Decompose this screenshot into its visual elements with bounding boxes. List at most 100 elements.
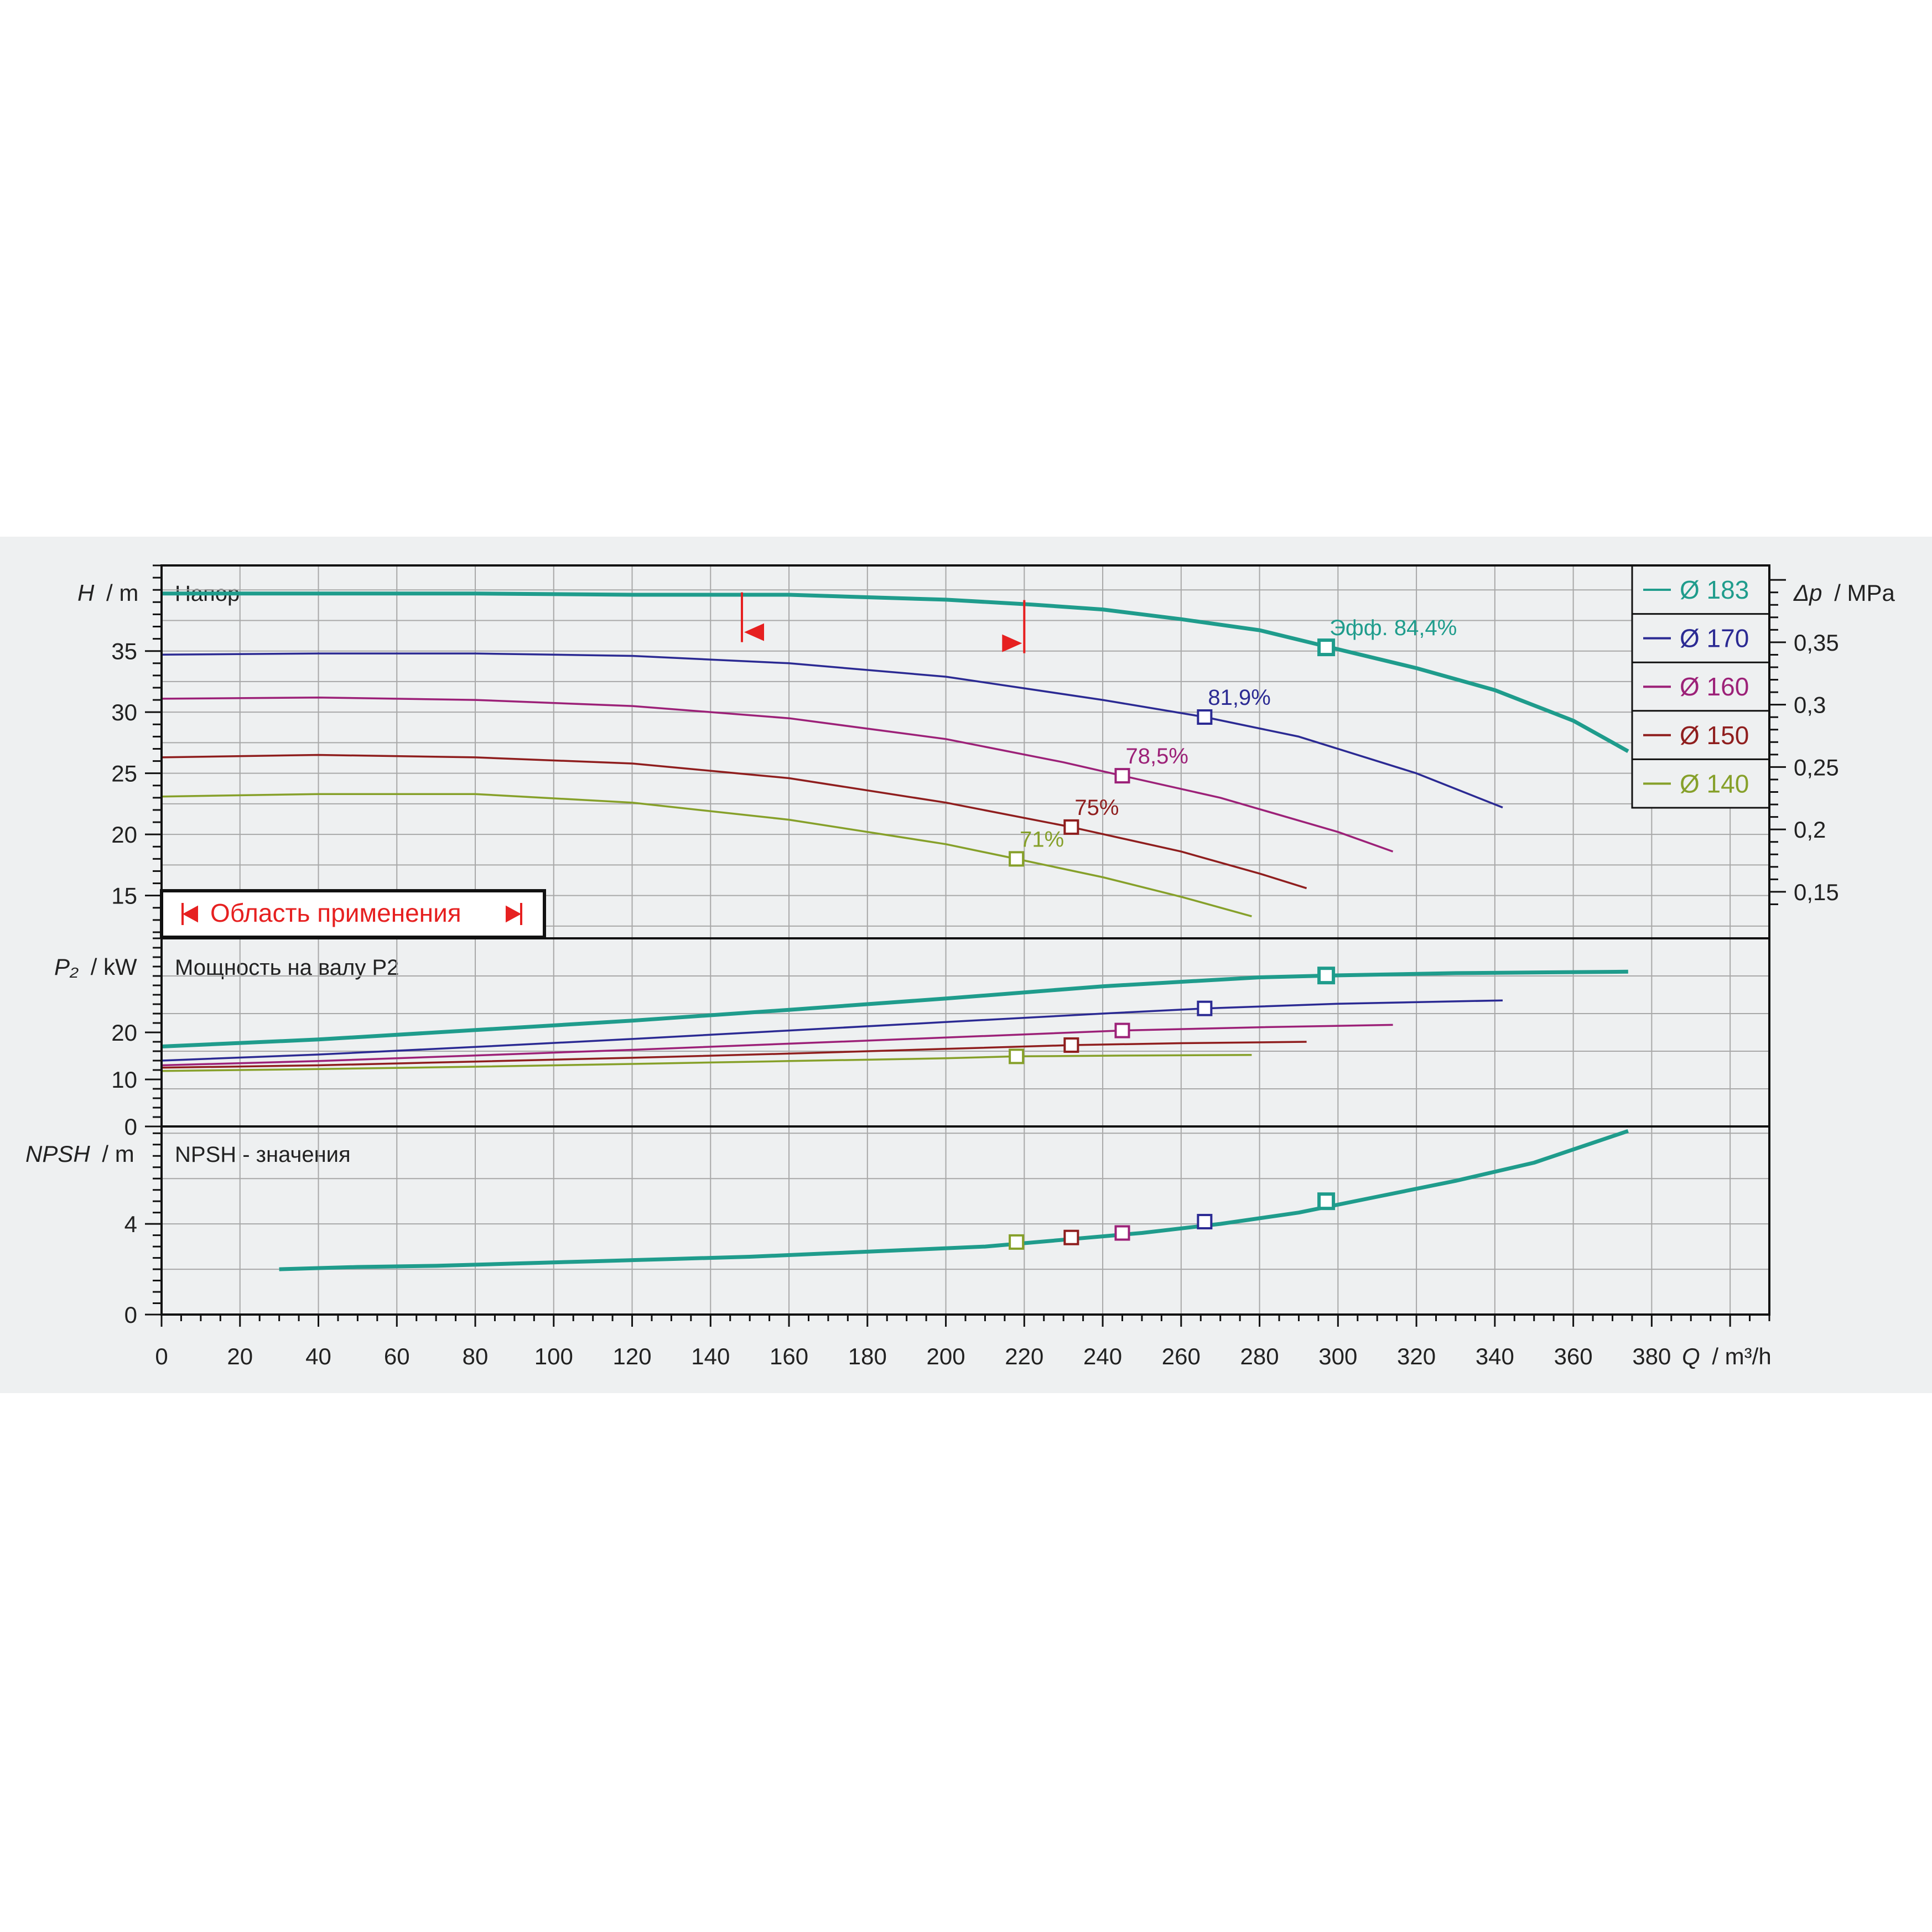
power-curve-d183 [161, 969, 1628, 1048]
marker-layer: Эфф. 84,4% 81,9% 78,5% 75% 71% [1009, 616, 1457, 1250]
flow-axis-label: Q / m³/h [1682, 1343, 1772, 1369]
head-axis-unit: / m [106, 580, 138, 606]
x-tick-label: 140 [691, 1343, 730, 1369]
power-marker-d140 [1009, 1048, 1025, 1064]
head-efficiency-label-d150: 75% [1074, 796, 1119, 820]
head-y-tick-label: 25 [111, 761, 137, 787]
x-tick-label: 20 [227, 1343, 253, 1369]
x-tick-label: 160 [770, 1343, 808, 1369]
application-range-label: Область применения [210, 899, 461, 927]
legend-label-d170: Ø 170 [1680, 624, 1749, 653]
npsh-marker-d150 [1063, 1229, 1079, 1245]
npsh-marker-d160 [1114, 1225, 1130, 1241]
legend-label-d140: Ø 140 [1680, 769, 1749, 798]
head-marker-d170 [1197, 709, 1213, 725]
operating-range-right-arrow-icon [1002, 634, 1022, 652]
npsh-y-tick-label: 0 [124, 1302, 137, 1328]
legend-label-d160: Ø 160 [1680, 672, 1749, 701]
pressure-tick-label: 0,25 [1794, 754, 1839, 780]
head-marker-d183 [1317, 638, 1336, 657]
head-efficiency-label-d170: 81,9% [1208, 685, 1270, 710]
grid-layer [161, 565, 1769, 1315]
x-tick-label: 380 [1632, 1343, 1671, 1369]
power-curve-d170 [161, 999, 1503, 1062]
head-efficiency-label-d160: 78,5% [1126, 744, 1188, 768]
x-tick-label: 100 [534, 1343, 573, 1369]
legend-label-d150: Ø 150 [1680, 721, 1749, 750]
power-axis-label: P₂ / kW [54, 954, 137, 980]
head-marker-d150 [1063, 819, 1079, 835]
power-axis-unit: / kW [91, 954, 137, 980]
npsh-marker-d140 [1009, 1234, 1025, 1250]
x-tick-label: 280 [1240, 1343, 1279, 1369]
head-curve-d140 [161, 793, 1252, 917]
npsh-marker-d183 [1317, 1192, 1336, 1211]
power-marker-d150 [1063, 1037, 1079, 1053]
pressure-axis-unit: / MPa [1834, 580, 1895, 606]
power-curve-d140 [161, 1054, 1252, 1072]
x-tick-label: 340 [1476, 1343, 1514, 1369]
x-tick-label: 200 [927, 1343, 965, 1369]
power-curve-d150 [161, 1041, 1307, 1069]
npsh-axis-symbol: NPSH [25, 1141, 90, 1167]
head-axis-symbol: H [77, 580, 95, 606]
npsh-axis-label: NPSH / m [25, 1141, 134, 1167]
x-tick-label: 220 [1005, 1343, 1043, 1369]
head-curve-d183 [162, 591, 1629, 753]
legend: Ø 183 Ø 170 Ø 160 Ø 150 Ø 140 [1631, 564, 1770, 809]
head-curve-d150 [161, 754, 1307, 890]
range-right-arrow-icon [506, 903, 522, 925]
x-tick-label: 300 [1318, 1343, 1357, 1369]
npsh-panel-labels: NPSH - значения NPSH / m Q / m³/h [25, 1141, 1772, 1369]
x-tick-label: 180 [848, 1343, 887, 1369]
flow-axis-symbol: Q [1682, 1343, 1700, 1369]
power-axis-symbol: P₂ [54, 954, 79, 980]
operating-range-left-arrow-icon [744, 623, 764, 641]
x-tick-label: 60 [384, 1343, 410, 1369]
x-tick-label: 360 [1554, 1343, 1593, 1369]
power-y-tick-label: 0 [124, 1114, 137, 1140]
power-marker-d170 [1197, 1000, 1213, 1016]
pressure-tick-label: 0,2 [1794, 817, 1826, 843]
head-efficiency-label-d183: Эфф. 84,4% [1329, 616, 1457, 640]
legend-label-d183: Ø 183 [1680, 575, 1749, 604]
power-y-tick-label: 10 [111, 1067, 137, 1093]
npsh-y-tick-label: 4 [124, 1211, 137, 1237]
tick-layer: 0 20 40 60 80 100 120 140 160 180 200 220 240 260 280 3… [111, 564, 1839, 1369]
x-tick-label: 320 [1397, 1343, 1436, 1369]
pressure-tick-label: 0,15 [1794, 879, 1839, 905]
x-tick-label: 40 [305, 1343, 331, 1369]
pressure-tick-label: 0,35 [1794, 630, 1839, 656]
head-y-tick-label: 30 [111, 699, 137, 725]
head-marker-d140 [1009, 851, 1025, 867]
npsh-curve-d183 [279, 1129, 1629, 1271]
head-axis-label: H / m [77, 580, 138, 606]
head-curve-d160 [161, 696, 1394, 853]
plot-frame [160, 564, 1770, 1316]
pressure-axis-symbol: Δp [1793, 580, 1822, 606]
npsh-panel-title: NPSH - значения [175, 1142, 351, 1167]
pressure-axis-label: Δp / MPa [1793, 580, 1895, 606]
flow-axis-unit: / m³/h [1712, 1343, 1771, 1369]
operating-range-layer [740, 592, 1026, 653]
x-tick-label: 260 [1162, 1343, 1201, 1369]
head-efficiency-label-d140: 71% [1020, 827, 1064, 851]
power-y-tick-label: 20 [111, 1020, 137, 1046]
pressure-tick-label: 0,3 [1794, 692, 1826, 718]
head-y-tick-label: 35 [111, 638, 137, 664]
x-tick-label: 240 [1083, 1343, 1122, 1369]
range-left-arrow-icon [181, 903, 198, 925]
head-y-tick-label: 20 [111, 822, 137, 848]
application-range-box: Область применения [160, 889, 546, 939]
panel-frames [160, 564, 1770, 1316]
power-marker-d160 [1114, 1022, 1130, 1038]
npsh-marker-d170 [1197, 1214, 1213, 1230]
head-marker-d160 [1114, 768, 1130, 784]
head-y-tick-label: 15 [111, 883, 137, 909]
x-tick-label: 80 [463, 1343, 489, 1369]
head-curve-d170 [161, 652, 1503, 809]
series-layer [161, 591, 1629, 1271]
power-marker-d183 [1317, 967, 1336, 985]
npsh-axis-unit: / m [102, 1141, 134, 1167]
